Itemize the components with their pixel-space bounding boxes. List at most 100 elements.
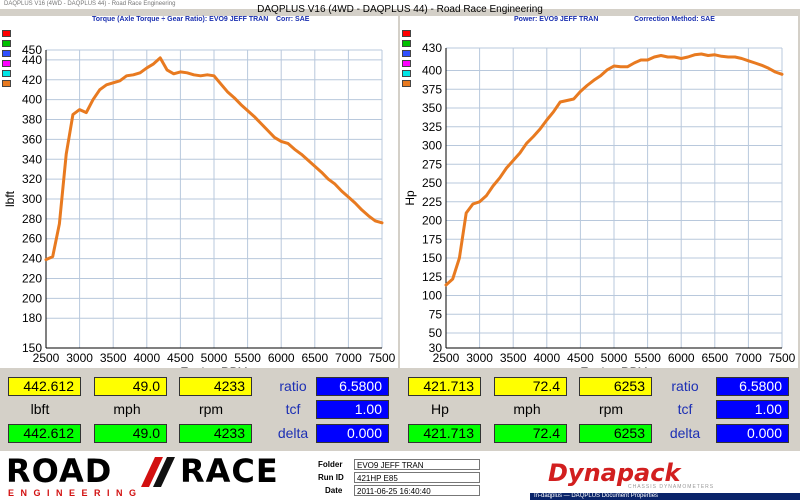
x-tick-label: 6500 <box>301 351 328 365</box>
window-title-overlay: DAQPLUS V16 (4WD - DAQPLUS 44) - Road Ra… <box>0 0 800 15</box>
run-swatch-cyan[interactable] <box>2 70 11 77</box>
power-chart-panel: Power: EVO9 JEFF TRAN Correction Method:… <box>400 16 798 368</box>
y-tick-label: 50 <box>429 326 443 340</box>
folder-label: Folder <box>318 460 343 469</box>
y-tick-label: 250 <box>422 176 442 190</box>
y-tick-label: 125 <box>422 270 442 284</box>
date-label: Date <box>325 486 343 495</box>
y-tick-label: 380 <box>22 113 42 127</box>
x-tick-label: 5500 <box>634 351 661 365</box>
y-tick-label: 300 <box>22 192 42 206</box>
y-axis-label: lbft <box>3 190 17 207</box>
x-tick-label: 6000 <box>268 351 295 365</box>
data-series-line <box>444 52 784 287</box>
dynapack-logo: Dynapack CHASSIS DYNAMOMETERS <box>548 461 738 493</box>
road-race-logo: ROAD RACE E N G I N E E R I N G <box>6 455 312 499</box>
rpm-unit-label: rpm <box>598 401 624 417</box>
window-titlebar: DAQPLUS V16 (4WD - DAQPLUS 44) - Road Ra… <box>0 0 800 9</box>
power-unit-label: Hp <box>431 401 449 417</box>
y-tick-label: 75 <box>429 307 443 321</box>
run-swatch-magenta[interactable] <box>2 60 11 67</box>
x-tick-label: 4500 <box>567 351 594 365</box>
x-tick-label: 4000 <box>133 351 160 365</box>
x-tick-label: 7000 <box>335 351 362 365</box>
x-tick-label: 4500 <box>167 351 194 365</box>
data-series-line <box>44 56 384 262</box>
x-tick-label: 5000 <box>601 351 628 365</box>
dynapack-subtitle: CHASSIS DYNAMOMETERS <box>628 484 715 490</box>
y-tick-label: 340 <box>22 152 42 166</box>
x-tick-label: 7500 <box>369 351 396 365</box>
run-swatch-blue[interactable] <box>2 50 11 57</box>
ratio-field[interactable]: 6.5800 <box>716 377 789 396</box>
tcf-field[interactable]: 1.00 <box>716 400 789 419</box>
run-swatch-blue[interactable] <box>402 50 411 57</box>
x-tick-label: 2500 <box>33 351 60 365</box>
x-tick-label: 3500 <box>100 351 127 365</box>
x-tick-label: 5500 <box>234 351 261 365</box>
rpm-cursor-cell: 4233 <box>179 424 252 443</box>
y-tick-label: 150 <box>422 251 442 265</box>
ratio-label: ratio <box>671 378 699 394</box>
speed-value-cell: 49.0 <box>94 377 167 396</box>
x-tick-label: 6500 <box>701 351 728 365</box>
logo-slash-marks <box>141 457 175 487</box>
delta-label: delta <box>669 425 701 441</box>
rpm-cursor-cell: 6253 <box>579 424 652 443</box>
y-tick-label: 400 <box>422 64 442 78</box>
run-swatch-red[interactable] <box>402 30 411 37</box>
y-tick-label: 375 <box>422 82 442 96</box>
ratio-label: ratio <box>279 378 307 394</box>
delta-field[interactable]: 0.000 <box>316 424 389 443</box>
y-tick-label: 175 <box>422 232 442 246</box>
delta-field[interactable]: 0.000 <box>716 424 789 443</box>
y-tick-label: 275 <box>422 157 442 171</box>
rpm-value-cell: 6253 <box>579 377 652 396</box>
x-tick-label: 4000 <box>533 351 560 365</box>
runid-field: 421HP E85 <box>354 472 480 483</box>
run-swatch-cyan[interactable] <box>402 70 411 77</box>
footer-strip: ROAD RACE E N G I N E E R I N G Folder E… <box>0 451 800 500</box>
tcf-label: tcf <box>677 401 693 417</box>
torque-chart[interactable]: 150 180 200 220 240 260 280 300 320 340 360 380 400 4… <box>0 16 398 368</box>
y-axis-label: Hp <box>403 190 417 206</box>
x-tick-label: 7500 <box>769 351 796 365</box>
y-tick-label: 300 <box>422 139 442 153</box>
run-swatch-magenta[interactable] <box>402 60 411 67</box>
speed-cursor-cell: 72.4 <box>494 424 567 443</box>
logo-road-text: ROAD <box>6 452 113 490</box>
torque-cursor-cell: 442.612 <box>8 424 81 443</box>
power-value-cell: 421.713 <box>408 377 481 396</box>
logo-engineering-text: E N G I N E E R I N G <box>8 488 139 498</box>
run-swatch-green[interactable] <box>2 40 11 47</box>
speed-unit-label: mph <box>513 401 541 417</box>
y-tick-label: 440 <box>22 53 42 67</box>
torque-unit-label: lbft <box>30 401 50 417</box>
y-tick-label: 280 <box>22 212 42 226</box>
torque-correction-label: Corr: SAE <box>276 16 310 23</box>
y-tick-label: 180 <box>22 311 42 325</box>
run-swatch-green[interactable] <box>402 40 411 47</box>
power-correction-label: Correction Method: SAE <box>634 16 715 23</box>
y-tick-label: 400 <box>22 93 42 107</box>
y-tick-label: 225 <box>422 195 442 209</box>
run-swatch-orange[interactable] <box>2 80 11 87</box>
y-tick-label: 220 <box>22 271 42 285</box>
dynapack-logo-text: Dynapack <box>548 459 681 487</box>
tcf-field[interactable]: 1.00 <box>316 400 389 419</box>
run-swatch-red[interactable] <box>2 30 11 37</box>
y-tick-label: 420 <box>22 73 42 87</box>
torque-chart-header: Torque (Axle Torque ÷ Gear Ratio): EVO9 … <box>92 16 269 23</box>
run-swatch-orange[interactable] <box>402 80 411 87</box>
y-tick-label: 200 <box>422 214 442 228</box>
y-tick-label: 30 <box>429 341 443 355</box>
x-tick-label: 5000 <box>201 351 228 365</box>
logo-race-text: RACE <box>180 452 279 490</box>
ratio-field[interactable]: 6.5800 <box>316 377 389 396</box>
torque-chart-panel: Torque (Axle Torque ÷ Gear Ratio): EVO9 … <box>0 16 398 368</box>
y-tick-label: 360 <box>22 132 42 146</box>
taskbar-tooltip[interactable]: In-daqplus — DAQPLUS Document Properties <box>530 493 800 500</box>
y-tick-label: 100 <box>422 289 442 303</box>
power-chart-header: Power: EVO9 JEFF TRAN <box>514 16 599 23</box>
